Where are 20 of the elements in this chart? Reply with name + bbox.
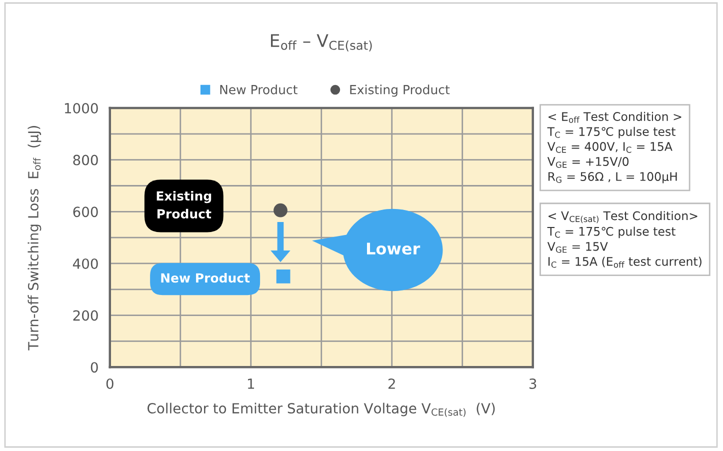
y-tick-label: 0	[90, 362, 98, 373]
text: < V$_{CE(sat)}$ Test Condition> T$_{C}$ = 175℃ pulse test V$_{GE}$ = 15V I$_{C}$ = 15A (E$_{off}$ test current)	[547, 211, 702, 268]
legend-label: New Product	[220, 84, 298, 94]
legend-label: Existing Product	[350, 84, 450, 97]
y-tick-label: 600	[73, 206, 98, 218]
x-tick-label: 2	[388, 378, 395, 389]
y-axis-title: Turn-off Switching Loss E$_{off}$ (μJ)	[28, 126, 42, 350]
chart-title: E$_{off}$ – V$_{CE(sat)}$	[270, 34, 372, 52]
y-tick-label: 200	[73, 310, 98, 321]
y-tick-label: 800	[73, 154, 98, 166]
x-axis-title: Collector to Emitter Saturation Voltage V$_{CE(sat)}$ (V)	[148, 402, 495, 417]
annotation: New Product	[161, 272, 250, 283]
annotation: Existing Product	[156, 190, 212, 219]
y-tick-label: 400	[72, 258, 98, 269]
x-tick-label: 1	[248, 378, 254, 389]
text: < E$_{off}$ Test Condition > T$_{C}$ = 175℃ pulse test V$_{CE}$ = 400V, I$_{C}$ = 15A V$_{GE}$ = +15V/0 R$_{G}$ = 56Ω , L = 100μH	[547, 112, 682, 184]
x-tick-label: 3	[529, 378, 536, 389]
annotation: Lower	[367, 242, 420, 255]
x-tick-label: 0	[106, 378, 114, 389]
y-tick-label: 1000	[64, 102, 98, 114]
